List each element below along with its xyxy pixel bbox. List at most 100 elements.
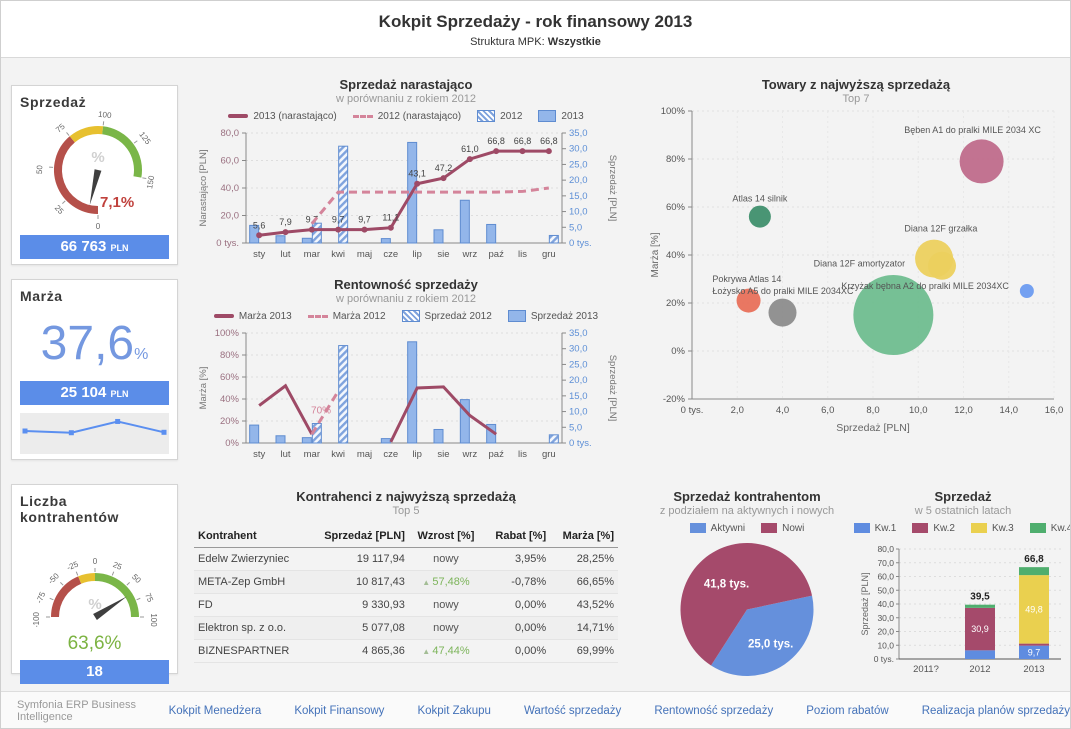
line-series[interactable] xyxy=(258,383,314,435)
svg-text:40,0: 40,0 xyxy=(221,183,240,194)
legend-item[interactable]: Nowi xyxy=(761,523,804,534)
footer-link[interactable]: Realizacja planów sprzedaży xyxy=(921,705,1070,717)
stacked-segment-Kw.2[interactable] xyxy=(1019,643,1049,646)
bar-Sprzedaż 2013[interactable] xyxy=(380,438,391,444)
sales-gauge[interactable]: 0 25 50 75 100 125 150% xyxy=(20,110,171,231)
stacked-segment-Kw.4[interactable] xyxy=(965,604,995,608)
svg-text:0%: 0% xyxy=(225,438,239,449)
table-row[interactable]: BIZNESPARTNER 4 865,36 ▲ 47,44% 0,00% 69,99% xyxy=(194,639,618,663)
legend-item[interactable]: Kw.1 xyxy=(853,523,896,534)
legend-item[interactable]: Sprzedaż 2012 xyxy=(401,310,492,322)
line-point[interactable] xyxy=(545,148,552,155)
bar-Sprzedaż 2013[interactable] xyxy=(301,437,312,444)
footer-link[interactable]: Kokpit Finansowy xyxy=(294,705,385,717)
pie-slice-Aktywni[interactable] xyxy=(711,595,814,676)
legend-item[interactable]: 2012 xyxy=(477,110,522,122)
bar-Sprzedaż 2013[interactable] xyxy=(249,424,260,444)
legend-item[interactable]: Aktywni xyxy=(689,523,745,534)
line-point[interactable] xyxy=(493,148,500,155)
line-point[interactable] xyxy=(440,175,447,182)
bubble[interactable] xyxy=(768,298,797,327)
bubble[interactable] xyxy=(1019,284,1034,298)
bar-Sprzedaż 2012[interactable] xyxy=(338,345,349,444)
line-series[interactable] xyxy=(389,385,498,443)
legend-item[interactable]: Sprzedaż 2013 xyxy=(507,310,598,322)
bubble[interactable] xyxy=(748,205,771,228)
legend-item[interactable]: Marża 2012 xyxy=(307,311,386,322)
bar-2013[interactable] xyxy=(301,237,312,244)
bar-2013[interactable] xyxy=(459,199,470,244)
line-series[interactable] xyxy=(310,390,340,435)
line-series[interactable] xyxy=(258,149,549,237)
legend-item[interactable]: 2012 (narastająco) xyxy=(352,111,461,122)
bar-Sprzedaż 2012[interactable] xyxy=(548,434,559,444)
table-row[interactable]: Edelw Zwierzyniec 19 117,94 nowy 3,95% 28,25… xyxy=(194,547,618,571)
stacked-segment-Kw.1[interactable] xyxy=(965,650,995,659)
bar-2013[interactable] xyxy=(433,229,444,244)
legend-item[interactable]: Marża 2013 xyxy=(213,311,292,322)
svg-text:15,0: 15,0 xyxy=(569,391,588,402)
line-point[interactable] xyxy=(519,148,526,155)
footer-link[interactable]: Rentowność sprzedaży xyxy=(654,705,774,717)
line-point[interactable] xyxy=(256,232,263,239)
line-point[interactable] xyxy=(282,229,289,236)
table-row[interactable]: META-Zep GmbH 10 817,43 ▲ 57,48% -0,78% 66,6… xyxy=(194,570,618,594)
svg-text:35,0: 35,0 xyxy=(569,128,588,139)
top-products-bubble-chart[interactable]: Towary z najwyższą sprzedażą Top 7 -20% 0… xyxy=(644,77,1068,442)
line-point[interactable] xyxy=(361,226,368,233)
footer-link[interactable]: Wartość sprzedaży xyxy=(523,705,622,717)
line-point[interactable] xyxy=(466,156,473,163)
line-point[interactable] xyxy=(335,226,342,233)
bubble[interactable] xyxy=(928,251,957,280)
legend-label: Kw.2 xyxy=(933,522,955,534)
bar-2013[interactable] xyxy=(380,238,391,244)
line-series[interactable] xyxy=(310,186,550,225)
stacked-segment-Kw.4[interactable] xyxy=(1019,567,1049,576)
footer-link[interactable]: Kokpit Menedżera xyxy=(168,705,262,717)
table-header-0[interactable]: Kontrahent xyxy=(194,525,308,548)
table-header-4[interactable]: Marża [%] xyxy=(550,525,618,548)
legend-item[interactable]: 2013 (narastająco) xyxy=(228,110,337,122)
table-row[interactable]: FD 9 330,93 nowy 0,00% 43,52% xyxy=(194,593,618,617)
gauge-zone xyxy=(69,126,104,143)
table-header-1[interactable]: Sprzedaż [PLN] xyxy=(307,525,409,548)
sales-by-year-chart[interactable]: Sprzedaż w 5 ostatnich latach Kw.1 Kw.2 Kw… xyxy=(853,489,1070,682)
stacked-segment-Kw.2[interactable] xyxy=(965,607,995,651)
table-header-2[interactable]: Wzrost [%] xyxy=(408,525,483,548)
legend-item[interactable]: Kw.2 xyxy=(912,523,955,534)
bar-2013[interactable] xyxy=(275,235,286,244)
bar-Sprzedaż 2013[interactable] xyxy=(433,428,444,444)
bar-2013[interactable] xyxy=(486,223,497,244)
bubble[interactable] xyxy=(853,275,934,355)
legend-item[interactable]: Kw.4 xyxy=(1029,523,1070,534)
table-row[interactable]: Elektron sp. z o.o. 5 077,08 nowy 0,00% 14,7… xyxy=(194,616,618,640)
bar-Sprzedaż 2013[interactable] xyxy=(459,399,470,444)
stacked-segment-Kw.1[interactable] xyxy=(1019,645,1049,659)
line-point[interactable] xyxy=(387,224,394,231)
bubble[interactable] xyxy=(959,139,1004,184)
contractor-sales-pie-chart[interactable]: Sprzedaż kontrahentom z podziałem na akt… xyxy=(641,489,853,687)
legend-item[interactable]: Kw.3 xyxy=(971,523,1014,534)
pie-slice-Nowi[interactable] xyxy=(680,543,813,666)
svg-text:paź: paź xyxy=(489,449,505,460)
profitability-chart[interactable]: Rentowność sprzedaży w porównaniu z roki… xyxy=(194,277,618,472)
stacked-segment-Kw.3[interactable] xyxy=(1019,575,1049,644)
contractors-value: 18 xyxy=(86,663,103,680)
table-cell-growth: ▲ 47,44% xyxy=(408,639,483,663)
table-header-3[interactable]: Rabat [%] xyxy=(483,525,551,548)
line-point[interactable] xyxy=(308,226,315,233)
bubble[interactable] xyxy=(736,288,761,313)
mpk-filter[interactable]: Struktura MPK: Wszystkie xyxy=(1,36,1070,48)
cumulative-sales-chart[interactable]: Sprzedaż narastająco w porównaniu z roki… xyxy=(194,77,618,272)
bar-Sprzedaż 2013[interactable] xyxy=(275,435,286,444)
bar-2012[interactable] xyxy=(311,222,322,244)
bar-2012[interactable] xyxy=(548,234,559,244)
line-point[interactable] xyxy=(414,180,421,187)
margin-sparkline[interactable] xyxy=(20,413,169,454)
bar-2012[interactable] xyxy=(338,145,349,244)
legend-label: 2013 (narastająco) xyxy=(253,110,337,122)
legend-item[interactable]: 2013 xyxy=(538,110,584,122)
footer-link[interactable]: Kokpit Zakupu xyxy=(417,705,491,717)
footer-link[interactable]: Poziom rabatów xyxy=(806,705,889,717)
